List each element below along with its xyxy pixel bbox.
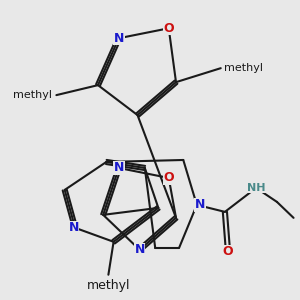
Text: O: O (164, 22, 174, 35)
Text: methyl: methyl (87, 279, 130, 292)
Text: O: O (164, 171, 174, 184)
Text: methyl: methyl (13, 90, 52, 100)
Text: NH: NH (247, 183, 266, 193)
Text: N: N (114, 161, 124, 175)
Text: methyl: methyl (224, 63, 263, 73)
Text: N: N (114, 32, 124, 45)
Text: N: N (68, 221, 79, 234)
Text: N: N (195, 198, 205, 212)
Text: N: N (134, 243, 145, 256)
Text: O: O (223, 245, 233, 258)
